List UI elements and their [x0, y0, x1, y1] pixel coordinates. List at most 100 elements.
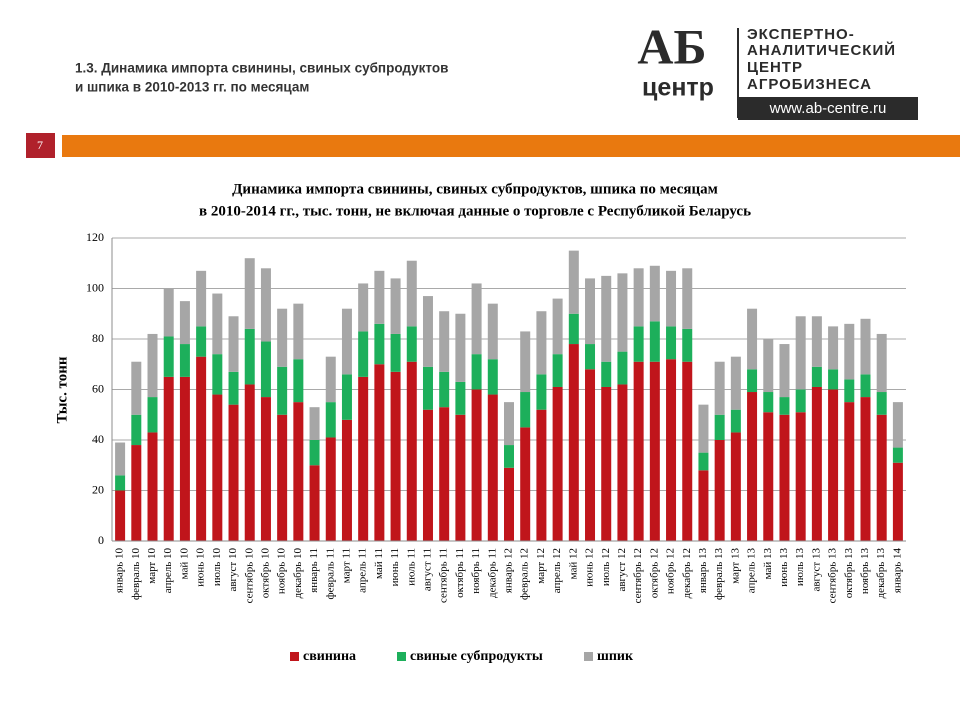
bar-segment	[309, 465, 320, 541]
bar-segment	[293, 303, 304, 360]
bar-segment	[244, 328, 255, 385]
bar-segment	[293, 359, 304, 403]
bar-segment	[892, 402, 903, 448]
bar-segment	[309, 407, 320, 440]
bar-segment	[568, 344, 579, 541]
bar-segment	[341, 374, 352, 420]
bar-segment	[244, 258, 255, 329]
legend-label: свиные субпродукты	[410, 649, 543, 664]
bar-segment	[228, 371, 239, 405]
x-tick-label: март 10	[146, 548, 158, 584]
page-number-box	[26, 133, 55, 158]
bar-segment	[455, 313, 466, 382]
x-tick-label: январь 10	[114, 548, 126, 594]
bar-segment	[892, 447, 903, 463]
x-tick-label: ноябрь 12	[665, 548, 677, 594]
x-tick-label: февраль 13	[713, 548, 725, 600]
legend-swatch	[397, 652, 406, 661]
bar-segment	[277, 414, 288, 541]
x-tick-label: сентябрь 12	[632, 548, 644, 603]
bar-segment	[341, 419, 352, 541]
bar-segment	[439, 371, 450, 408]
x-tick-label: октябрь 12	[648, 548, 660, 598]
x-tick-label: декабрь 11	[486, 548, 498, 598]
y-tick-label: 60	[92, 381, 104, 395]
bar-segment	[163, 336, 174, 377]
bar-segment	[487, 359, 498, 395]
legend-label: свинина	[303, 649, 356, 664]
bar-segment	[552, 354, 563, 387]
bar-segment	[844, 402, 855, 541]
bar-segment	[828, 326, 839, 370]
bar-segment	[844, 379, 855, 403]
x-tick-label: апрель 10	[162, 548, 174, 594]
x-tick-label: сентябрь 13	[827, 548, 839, 604]
x-tick-label: январь 14	[891, 548, 903, 594]
bar-segment	[811, 386, 822, 541]
bar-segment	[487, 394, 498, 541]
bar-segment	[601, 275, 612, 362]
bar-segment	[520, 427, 531, 541]
logo-line: АГРОБИЗНЕСА	[747, 76, 872, 93]
x-tick-label: июль 12	[600, 548, 612, 586]
bar-segment	[633, 361, 644, 541]
logo-mark: АБ	[637, 18, 706, 74]
bar-segment	[682, 268, 693, 329]
x-tick-label: февраль 10	[130, 548, 142, 600]
bar-segment	[309, 440, 320, 466]
x-tick-label: март 13	[729, 548, 741, 584]
bar-segment	[536, 311, 547, 375]
bar-segment	[892, 462, 903, 541]
bar-segment	[277, 366, 288, 415]
x-tick-label: май 10	[178, 548, 190, 580]
bar-segment	[828, 389, 839, 541]
bar-segment	[374, 270, 385, 324]
bar-segment	[504, 467, 514, 541]
bar-segment	[552, 386, 563, 541]
x-tick-label: октябрь 11	[454, 548, 466, 598]
bar-segment	[115, 490, 126, 541]
bar-segment	[260, 268, 271, 342]
bar-segment	[666, 359, 677, 541]
bar-segment	[228, 316, 239, 372]
x-tick-label: июнь 13	[778, 548, 790, 587]
x-tick-label: декабрь 10	[292, 548, 304, 599]
bar-segment	[212, 293, 223, 355]
bar-segment	[585, 278, 596, 345]
bar-segment	[406, 361, 417, 541]
bar-segment	[795, 412, 806, 541]
x-tick-label: август 13	[810, 548, 822, 592]
bar-segment	[601, 386, 612, 541]
bar-segment	[568, 313, 579, 345]
bar-segment	[439, 407, 450, 541]
x-tick-label: август 11	[422, 548, 434, 591]
bar-segment	[666, 326, 677, 360]
x-tick-label: декабрь 13	[875, 548, 887, 599]
bar-segment	[779, 397, 790, 415]
x-tick-label: май 12	[567, 548, 579, 579]
bar-segment	[828, 369, 839, 390]
x-tick-label: октябрь 10	[259, 548, 271, 599]
bar-segment	[536, 409, 547, 541]
x-tick-label: август 12	[616, 548, 628, 592]
bar-segment	[455, 414, 466, 541]
logo-line: АНАЛИТИЧЕСКИЙ	[747, 41, 896, 59]
bar-segment	[196, 270, 207, 327]
bar-segment	[293, 402, 304, 541]
bar-segment	[747, 308, 758, 370]
bar-segment	[844, 323, 855, 380]
bar-segment	[747, 369, 758, 393]
bar-segment	[617, 384, 628, 541]
bar-segment	[163, 288, 174, 337]
bar-segment	[131, 414, 142, 446]
bar-segment	[244, 384, 255, 541]
bar-segment	[860, 318, 871, 375]
bar-segment	[617, 351, 628, 385]
bar-segment	[698, 452, 709, 471]
bar-segment	[682, 361, 693, 541]
bar-segment	[260, 397, 271, 541]
bar-segment	[649, 321, 660, 362]
bar-segment	[811, 366, 822, 387]
chart-title: в 2010-2014 гг., тыс. тонн, не включая д…	[199, 203, 751, 219]
y-tick-label: 20	[92, 482, 104, 496]
